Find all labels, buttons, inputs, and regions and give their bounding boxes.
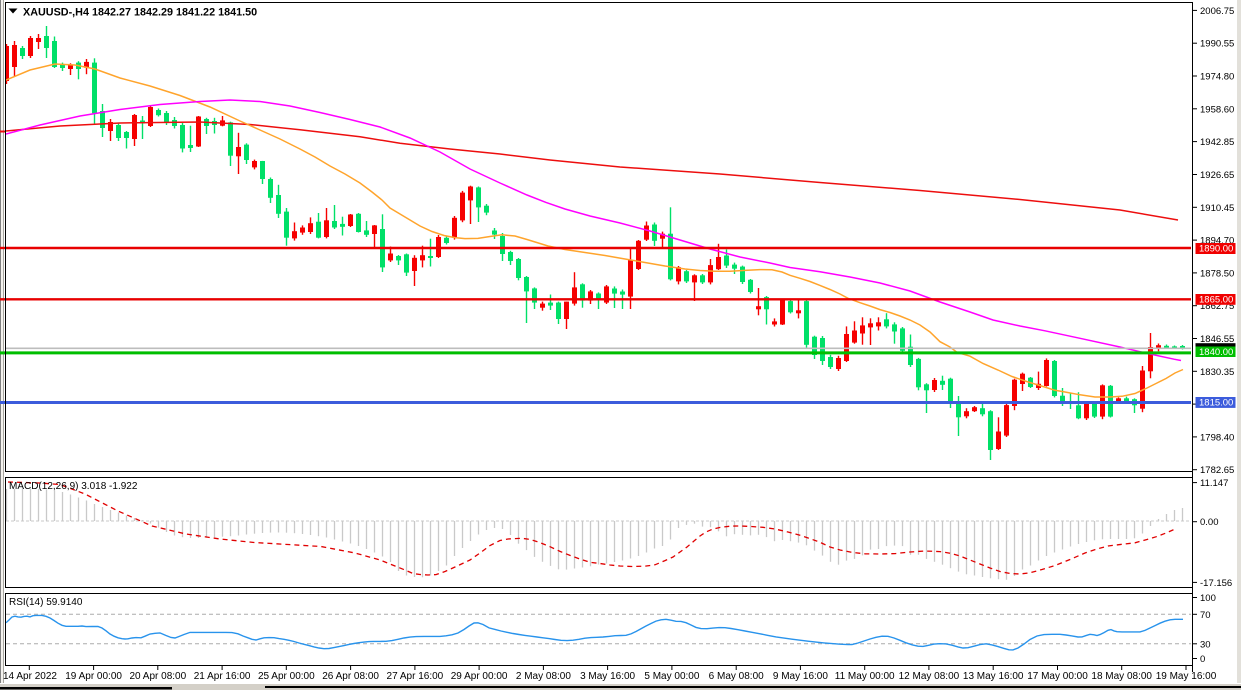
svg-text:11 May 00:00: 11 May 00:00 [835, 671, 895, 682]
svg-text:9 May 16:00: 9 May 16:00 [773, 671, 828, 682]
svg-text:100: 100 [1200, 593, 1216, 604]
svg-text:2 May 08:00: 2 May 08:00 [516, 671, 571, 682]
svg-text:3 May 16:00: 3 May 16:00 [580, 671, 635, 682]
svg-text:-17.156: -17.156 [1200, 578, 1232, 589]
svg-text:1782.65: 1782.65 [1200, 465, 1234, 476]
svg-text:1798.40: 1798.40 [1200, 432, 1234, 443]
svg-text:1890.00: 1890.00 [1199, 244, 1233, 255]
svg-text:1910.45: 1910.45 [1200, 203, 1234, 214]
svg-text:MACD(12,26,9) 3.018 -1.922: MACD(12,26,9) 3.018 -1.922 [9, 481, 138, 492]
svg-text:27 Apr 16:00: 27 Apr 16:00 [387, 671, 444, 682]
svg-text:20 Apr 08:00: 20 Apr 08:00 [129, 671, 186, 682]
svg-text:1865.00: 1865.00 [1199, 295, 1233, 306]
svg-text:XAUUSD-,H4 1842.27 1842.29 18: XAUUSD-,H4 1842.27 1842.29 1841.22 1841.… [23, 7, 257, 19]
svg-text:12 May 08:00: 12 May 08:00 [899, 671, 960, 682]
svg-text:1840.00: 1840.00 [1199, 347, 1233, 358]
svg-text:RSI(14) 59.9140: RSI(14) 59.9140 [9, 597, 83, 608]
svg-text:5 May 00:00: 5 May 00:00 [644, 671, 699, 682]
svg-text:1990.55: 1990.55 [1200, 39, 1234, 50]
svg-text:18 May 08:00: 18 May 08:00 [1091, 671, 1152, 682]
svg-text:29 Apr 00:00: 29 Apr 00:00 [451, 671, 508, 682]
svg-text:0.00: 0.00 [1200, 517, 1219, 528]
svg-text:6 May 08:00: 6 May 08:00 [709, 671, 764, 682]
svg-text:1942.85: 1942.85 [1200, 137, 1234, 148]
svg-text:17 May 00:00: 17 May 00:00 [1027, 671, 1088, 682]
svg-text:21 Apr 16:00: 21 Apr 16:00 [194, 671, 251, 682]
svg-text:13 May 16:00: 13 May 16:00 [963, 671, 1024, 682]
svg-text:1894.70: 1894.70 [1200, 236, 1234, 247]
svg-text:19 May 16:00: 19 May 16:00 [1156, 671, 1217, 682]
svg-text:1830.35: 1830.35 [1200, 367, 1234, 378]
svg-text:1846.55: 1846.55 [1200, 334, 1234, 345]
svg-text:26 Apr 08:00: 26 Apr 08:00 [322, 671, 379, 682]
svg-text:0: 0 [1200, 654, 1205, 665]
svg-text:30: 30 [1200, 639, 1211, 650]
svg-text:14 Apr 2022: 14 Apr 2022 [3, 671, 57, 682]
svg-text:1878.50: 1878.50 [1200, 268, 1234, 279]
svg-text:11.147: 11.147 [1200, 478, 1228, 489]
svg-text:1974.80: 1974.80 [1200, 72, 1234, 83]
svg-text:2006.75: 2006.75 [1200, 6, 1234, 17]
svg-text:1815.00: 1815.00 [1199, 398, 1233, 409]
svg-text:25 Apr 00:00: 25 Apr 00:00 [258, 671, 315, 682]
svg-text:70: 70 [1200, 610, 1211, 621]
svg-text:1958.60: 1958.60 [1200, 104, 1234, 115]
svg-text:1926.65: 1926.65 [1200, 170, 1234, 181]
svg-text:19 Apr 00:00: 19 Apr 00:00 [65, 671, 122, 682]
svg-text:1862.75: 1862.75 [1200, 301, 1234, 312]
